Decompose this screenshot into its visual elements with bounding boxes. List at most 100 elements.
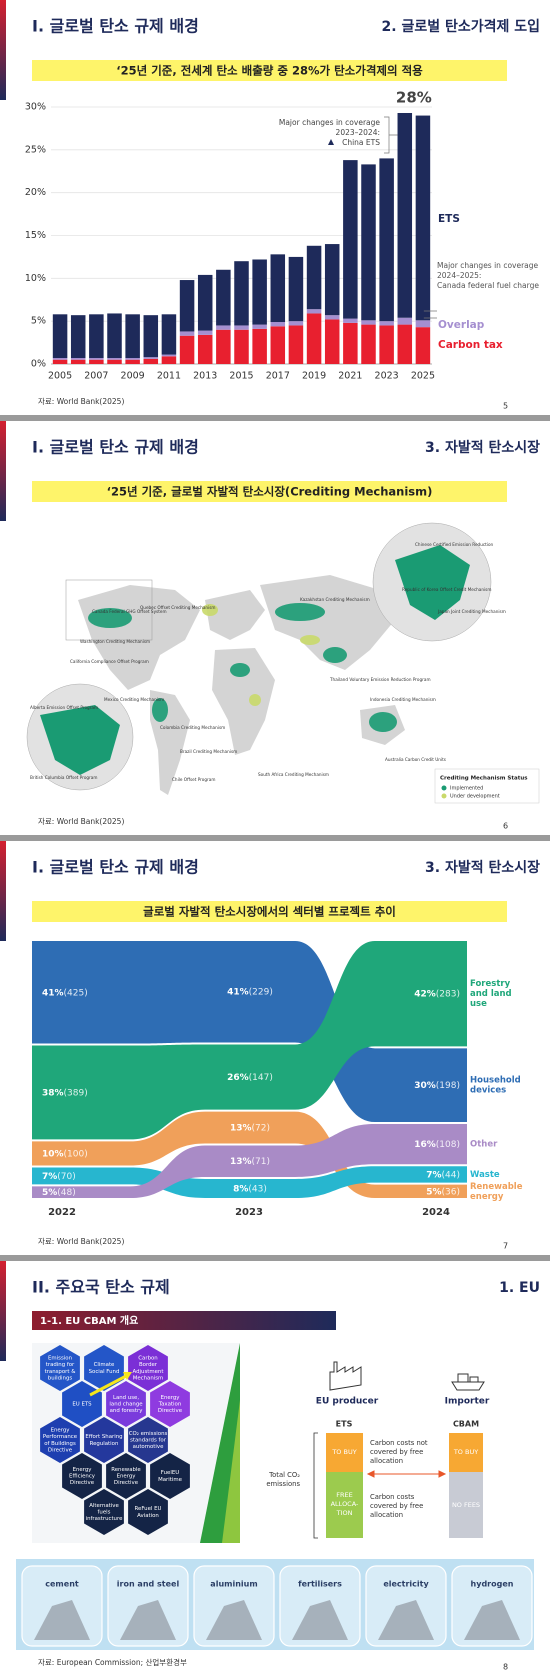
policy-label: buildings (48, 1375, 73, 1381)
policy-hexagon (128, 1489, 168, 1535)
bar-segment (197, 274, 213, 331)
sector-label: and land (470, 989, 512, 999)
source-note: 자료: European Commission; 산업부환경부 (38, 1657, 187, 1667)
share-label: 26% (227, 1073, 249, 1083)
share-label: 38% (42, 1088, 64, 1098)
bar-segment (306, 245, 322, 310)
policy-label: CO₂ emissions (129, 1431, 168, 1437)
count-label: (389) (64, 1088, 88, 1098)
slide-title: I. 글로벌 탄소 규제 배경 (32, 858, 199, 877)
count-label: (36) (442, 1187, 460, 1197)
source-note: 자료: World Bank(2025) (38, 1237, 124, 1246)
bar-segment (70, 315, 86, 359)
bar-segment (397, 324, 413, 364)
banner (32, 481, 507, 502)
bar-segment (397, 317, 413, 325)
policy-label: of Buildings (44, 1441, 76, 1447)
y-tick-label: 25% (25, 144, 46, 155)
policy-label: Energy (117, 1474, 137, 1480)
bar-segment (197, 330, 213, 335)
y-tick-label: 20% (25, 187, 46, 198)
bar-segment (52, 358, 68, 360)
double-arrow (366, 1470, 447, 1478)
sector-label: Household (470, 1076, 521, 1086)
x-tick-label: 2023 (375, 371, 399, 382)
sector-label: iron and steel (117, 1580, 180, 1589)
subtitle: 1-1. EU CBAM 개요 (40, 1314, 138, 1327)
share-label: 41% (227, 987, 249, 997)
continent (78, 585, 200, 690)
y-tick-label: 5% (31, 316, 46, 327)
policy-label: land change (109, 1402, 143, 1408)
map-label: Chinese Certified Emission Reduction (415, 542, 494, 547)
diagram-label: Importer (445, 1397, 490, 1407)
count-label: (48) (57, 1188, 75, 1198)
sector-label: devices (470, 1086, 506, 1096)
policy-label: and forestry (110, 1408, 144, 1414)
count-label: (108) (436, 1140, 460, 1150)
highlight-arrow (89, 1373, 129, 1397)
map-label: Japan Joint Crediting Mechanism (437, 609, 506, 614)
country-region (300, 635, 320, 645)
share-label: 8% (233, 1184, 248, 1194)
bar-segment (107, 359, 122, 364)
x-tick-label: 2021 (338, 371, 362, 382)
map-label: Canada Federal GHG Offset System (92, 609, 167, 614)
box-label: TO BUY (453, 1448, 478, 1456)
bar-segment (415, 327, 431, 364)
bar-segment (234, 325, 249, 330)
ets-to-buy (326, 1433, 363, 1472)
bar-segment (324, 244, 340, 316)
map-label: Brazil Crediting Mechanism (180, 749, 237, 754)
country-region (275, 603, 325, 621)
box-label: TO BUY (331, 1448, 356, 1456)
bar-segment (89, 358, 104, 360)
sankey-value-label: 5%(48) (42, 1188, 76, 1198)
map-label: Chile Offset Program (172, 777, 215, 782)
legend-swatch (441, 793, 447, 799)
inset-land (395, 545, 470, 620)
bar-segment (52, 359, 68, 364)
x-tick-label: 2007 (84, 371, 108, 382)
policy-label: Border (139, 1362, 158, 1368)
sankey-flow (32, 1124, 467, 1198)
x-tick-label: 2015 (229, 371, 253, 382)
diagram-note: Total CO₂ (268, 1471, 300, 1479)
map-label: Alberta Emission Offset Program (30, 705, 98, 710)
legend-label: Carbon tax (438, 339, 503, 351)
sector-label: hydrogen (471, 1580, 514, 1589)
sector-image (206, 1600, 262, 1640)
world-map (26, 522, 492, 795)
share-label: 10% (42, 1149, 64, 1159)
slide-separator (0, 1255, 550, 1261)
bar-segment (197, 334, 213, 364)
policy-label: Directive (48, 1447, 73, 1453)
cbam-no-fees (449, 1472, 483, 1538)
policy-hexagon (128, 1417, 168, 1463)
policy-hexagon (150, 1381, 190, 1427)
policy-label: Carbon (138, 1356, 157, 1362)
diagram-label: CBAM (453, 1420, 479, 1429)
x-tick-label: 2019 (302, 371, 326, 382)
map-label: California Compliance Offset Program (70, 659, 149, 664)
sector-label: Other (470, 1140, 498, 1150)
banner (32, 60, 507, 81)
diagram-note: allocation (370, 1511, 403, 1519)
sankey-value-label: 42%(283) (414, 989, 460, 999)
bar-segment (179, 335, 195, 364)
map-label: South Africa Crediting Mechanism (258, 772, 329, 777)
policy-label: Alternative (89, 1503, 119, 1509)
policy-hexagon (62, 1453, 102, 1499)
bar-segment (361, 164, 376, 321)
policy-label: Energy (73, 1467, 93, 1473)
sankey-value-label: 5%(36) (426, 1187, 460, 1197)
page-number: 6 (503, 822, 508, 831)
map-legend-label: Under development (450, 794, 500, 800)
map-legend-box (434, 768, 540, 804)
sector-label: Waste (470, 1170, 500, 1180)
map-label: Thailand Voluntary Emission Reduction Pr… (329, 677, 431, 682)
bar-segment (125, 314, 140, 359)
count-label: (71) (252, 1157, 270, 1167)
sector-label: energy (470, 1192, 504, 1202)
map-label: Indonesia Crediting Mechanism (370, 697, 436, 702)
